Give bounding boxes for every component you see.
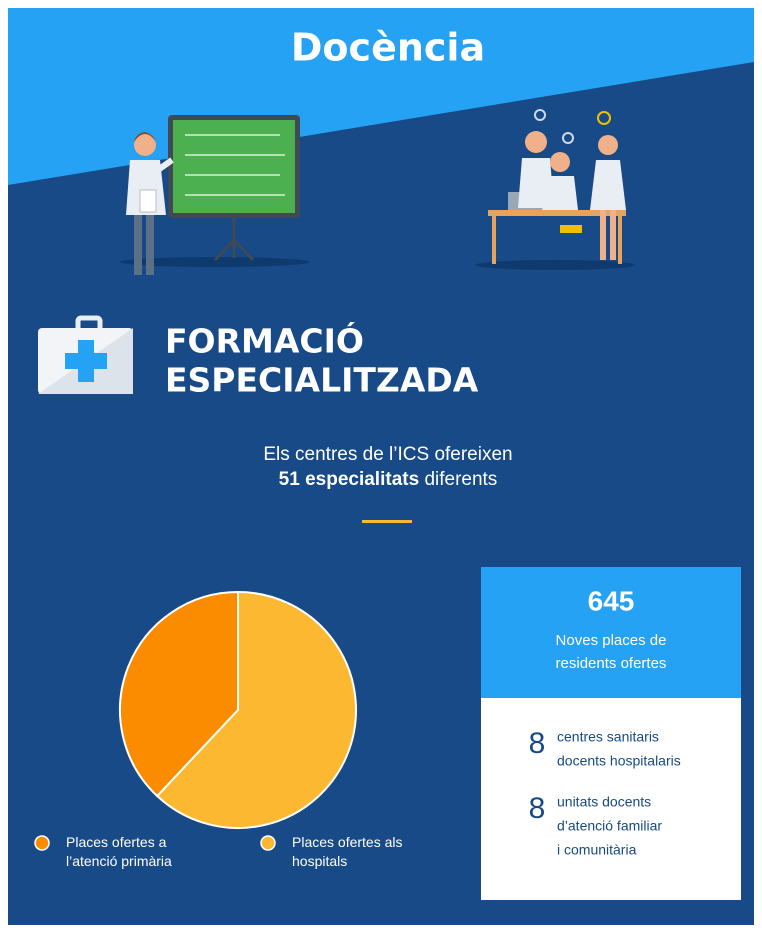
stat-label: centres sanitaris xyxy=(557,729,659,745)
medkit-icon xyxy=(38,318,133,394)
intro-rest: diferents xyxy=(424,469,497,490)
section-title: FORMACIÓ xyxy=(165,321,364,361)
stat-number: 8 xyxy=(529,727,546,760)
stat-total-label: Noves places de xyxy=(556,632,667,649)
legend-swatch xyxy=(261,836,275,850)
intro-text: Els centres de l’ICS ofereixen xyxy=(263,444,512,465)
stat-total: 645 xyxy=(588,585,635,616)
stat-label: i comunitària xyxy=(557,842,637,858)
page-title: Docència xyxy=(291,26,485,70)
legend-swatch xyxy=(35,836,49,850)
intro-text: 51 especialitats diferents xyxy=(279,469,498,490)
legend-label: Places ofertes als hospitals xyxy=(292,833,404,871)
divider xyxy=(362,520,412,523)
legend-label: Places ofertes a l’atenció primària xyxy=(66,833,201,871)
stat-number: 8 xyxy=(529,792,546,825)
intro-highlight: 51 especialitats xyxy=(279,469,419,490)
stat-label: unitats docents xyxy=(557,794,651,810)
infographic: Docència xyxy=(0,0,762,933)
stat-total-label: residents ofertes xyxy=(556,655,667,672)
page: Docència xyxy=(0,0,762,933)
stat-label: d’atenció familiar xyxy=(557,818,662,834)
stat-label: docents hospitalaris xyxy=(557,753,681,769)
section-title: ESPECIALITZADA xyxy=(165,361,479,400)
